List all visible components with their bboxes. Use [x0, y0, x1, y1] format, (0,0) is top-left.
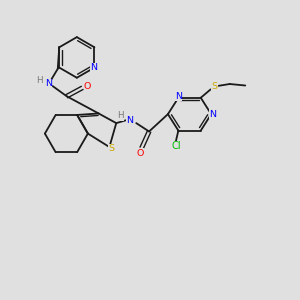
Text: N: N — [90, 63, 97, 72]
Text: Cl: Cl — [171, 141, 181, 151]
Text: O: O — [136, 149, 144, 158]
Text: H: H — [117, 112, 124, 121]
Text: N: N — [45, 79, 52, 88]
Text: H: H — [37, 76, 43, 85]
Text: N: N — [127, 116, 134, 124]
Text: N: N — [175, 92, 182, 101]
Text: S: S — [108, 144, 114, 153]
Text: S: S — [211, 82, 217, 91]
Text: N: N — [209, 110, 216, 119]
Text: O: O — [84, 82, 91, 91]
